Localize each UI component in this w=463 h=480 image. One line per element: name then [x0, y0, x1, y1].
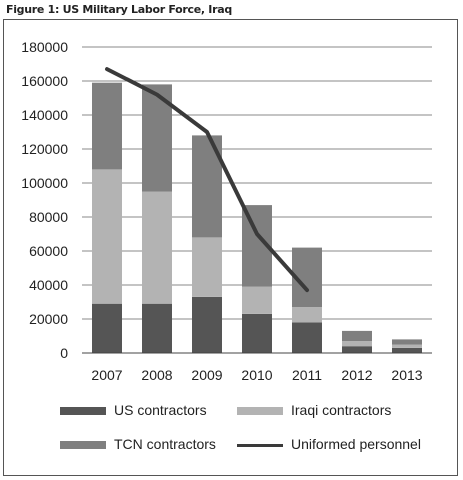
legend-uniformed-personnel: Uniformed personnel: [237, 436, 421, 452]
bar-iraqi-contractors: [242, 286, 272, 314]
legend-swatch-us: [60, 407, 106, 416]
legend-label-iraqi: Iraqi contractors: [291, 402, 392, 418]
x-tick-label: 2008: [141, 367, 172, 383]
bar-iraqi-contractors: [142, 191, 172, 304]
legend-swatch-tcn: [60, 441, 106, 450]
y-tick-label: 160000: [21, 73, 68, 89]
legend-iraqi-contractors: Iraqi contractors: [237, 402, 391, 418]
bar-iraqi-contractors: [92, 169, 122, 304]
bar-us-contractors: [342, 346, 372, 353]
legend-us-contractors: US contractors: [60, 402, 207, 418]
y-tick-label: 60000: [29, 243, 68, 259]
x-tick-label: 2012: [341, 367, 372, 383]
x-tick-label: 2010: [241, 367, 272, 383]
x-tick-label: 2009: [191, 367, 222, 383]
bar-iraqi-contractors: [192, 237, 222, 297]
x-tick-label: 2007: [91, 367, 122, 383]
bar-us-contractors: [242, 313, 272, 353]
legend-swatch-iraqi: [237, 407, 283, 416]
y-tick-label: 120000: [21, 141, 68, 157]
legend-label-tcn: TCN contractors: [114, 436, 216, 452]
y-tick-label: 0: [60, 345, 68, 361]
legend-line-uniformed: [237, 443, 283, 447]
bar-iraqi-contractors: [392, 344, 422, 348]
legend-tcn-contractors: TCN contractors: [60, 436, 216, 452]
bar-iraqi-contractors: [342, 341, 372, 347]
bar-iraqi-contractors: [292, 307, 322, 323]
x-tick-label: 2011: [292, 367, 322, 383]
bar-tcn-contractors: [392, 339, 422, 345]
bar-us-contractors: [192, 296, 222, 353]
y-tick-label: 40000: [29, 277, 68, 293]
y-tick-label: 100000: [21, 175, 68, 191]
y-tick-label: 140000: [21, 107, 68, 123]
y-tick-label: 180000: [21, 39, 68, 55]
bar-us-contractors: [392, 347, 422, 353]
bar-us-contractors: [142, 303, 172, 353]
bar-tcn-contractors: [342, 330, 372, 342]
y-tick-label: 80000: [29, 209, 68, 225]
bar-tcn-contractors: [92, 82, 122, 170]
y-tick-label: 20000: [29, 311, 68, 327]
figure-title: Figure 1: US Military Labor Force, Iraq: [6, 3, 232, 16]
x-tick-label: 2013: [391, 367, 422, 383]
bar-us-contractors: [292, 322, 322, 353]
legend-label-us: US contractors: [114, 402, 207, 418]
chart-frame: [3, 19, 458, 476]
legend-label-uniformed: Uniformed personnel: [291, 436, 421, 452]
line-uniformed-personnel: [105, 67, 309, 293]
bar-us-contractors: [92, 303, 122, 353]
